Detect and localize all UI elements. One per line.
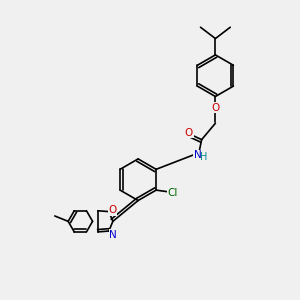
Text: O: O: [109, 205, 117, 215]
Text: N: N: [194, 150, 201, 161]
Text: N: N: [110, 230, 117, 240]
Text: O: O: [211, 103, 220, 113]
Text: Cl: Cl: [167, 188, 178, 198]
Text: O: O: [185, 128, 193, 137]
Text: H: H: [200, 152, 208, 162]
